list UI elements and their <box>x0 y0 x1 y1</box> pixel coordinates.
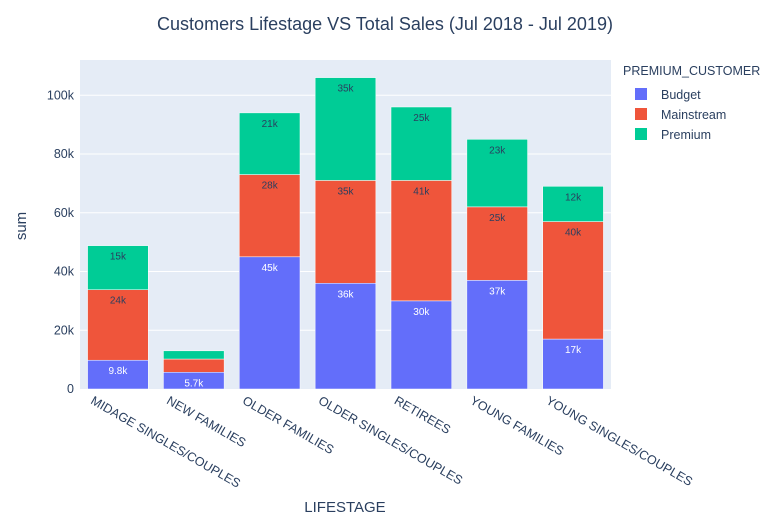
bar-segment <box>542 186 604 222</box>
bar-data-label: 5.7k <box>184 378 204 389</box>
bar-data-label: 35k <box>337 84 354 95</box>
bar-segment <box>390 300 452 390</box>
bar-data-label: 30k <box>413 307 430 318</box>
legend-title: PREMIUM_CUSTOMER <box>623 64 760 78</box>
legend-swatch <box>635 128 647 140</box>
bar-segment <box>466 206 528 281</box>
legend-swatch <box>635 88 647 100</box>
bar-segment <box>314 283 377 390</box>
chart-title: Customers Lifestage VS Total Sales (Jul … <box>157 14 613 34</box>
bar-data-label: 37k <box>489 286 506 297</box>
y-axis-title: sum <box>13 212 30 240</box>
bar-data-label: 41k <box>413 186 430 197</box>
legend-item-label: Premium <box>661 128 711 142</box>
bar-segment <box>390 106 452 181</box>
y-axis-ticks: 0 20k 40k 60k 80k 100k <box>47 88 75 396</box>
y-tick-label: 100k <box>47 88 75 102</box>
legend-item-label: Mainstream <box>661 108 726 122</box>
bar-data-label: 12k <box>565 192 582 203</box>
bar-data-label: 24k <box>110 296 127 307</box>
x-axis-title: LIFESTAGE <box>304 499 385 516</box>
bar-data-label: 36k <box>337 289 354 300</box>
y-tick-label: 0 <box>67 382 74 396</box>
bar-segment <box>390 180 452 302</box>
bar-segment <box>163 350 225 360</box>
bar-segment <box>163 358 225 373</box>
bar-segment <box>87 359 149 390</box>
y-tick-label: 80k <box>54 147 75 161</box>
y-tick-label: 40k <box>54 265 75 279</box>
legend-item-label: Budget <box>661 88 701 102</box>
y-tick-label: 60k <box>54 206 75 220</box>
bar-segment <box>239 174 301 258</box>
x-tick-label: RETIREES <box>392 393 453 436</box>
legend: PREMIUM_CUSTOMER Budget Mainstream Premium <box>623 64 760 142</box>
bar-data-label: 35k <box>337 186 354 197</box>
bar-data-label: 15k <box>110 252 127 263</box>
bar-segment <box>314 77 377 181</box>
bar-segment <box>466 139 528 208</box>
bar-data-label: 28k <box>262 181 279 192</box>
bar-segment <box>239 256 301 390</box>
x-tick-label: OLDER SINGLES/COUPLES <box>316 393 465 487</box>
bar-data-label: 23k <box>489 145 506 156</box>
bar-data-label: 21k <box>262 119 279 130</box>
bar-segment <box>87 289 149 361</box>
y-tick-label: 20k <box>54 323 75 337</box>
bar-segment <box>314 180 377 284</box>
x-tick-label: MIDAGE SINGLES/COUPLES <box>88 393 242 490</box>
bars <box>87 77 604 390</box>
bar-data-label: 17k <box>565 345 582 356</box>
legend-swatch <box>635 108 647 120</box>
bar-labels: 9.8k 5.7k 45k 36k 30k 37k 17k 24k 28k 35k 41k 25k 40… <box>108 84 582 390</box>
bar-segment <box>239 112 301 175</box>
bar-data-label: 9.8k <box>108 366 128 377</box>
bar-data-label: 40k <box>565 228 582 239</box>
bar-data-label: 25k <box>413 113 430 124</box>
bar-data-label: 25k <box>489 213 506 224</box>
bar-data-label: 45k <box>262 263 279 274</box>
bar-segment <box>542 221 604 340</box>
x-tick-label: YOUNG SINGLES/COUPLES <box>544 393 695 488</box>
bar-segment <box>466 280 528 390</box>
bar-segment <box>87 245 149 290</box>
